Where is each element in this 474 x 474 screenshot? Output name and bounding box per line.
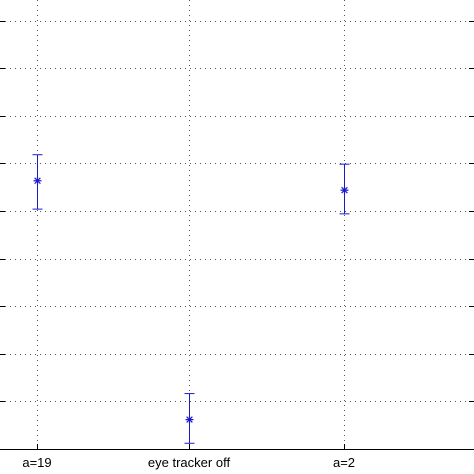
data-point <box>340 186 349 195</box>
asterisk-marker-stroke <box>34 177 41 185</box>
asterisk-marker-stroke <box>341 186 348 194</box>
x-tick-label: eye tracker off <box>148 455 231 470</box>
data-marks <box>32 154 350 444</box>
axes <box>0 21 474 450</box>
asterisk-marker-stroke <box>186 416 193 423</box>
x-tick-labels: a=19 eye tracker off a=2 <box>22 455 355 470</box>
data-point <box>33 176 42 185</box>
x-tick-label: a=2 <box>333 455 355 470</box>
grid <box>0 0 474 449</box>
data-point <box>185 415 194 424</box>
x-tick-label: a=19 <box>22 455 51 470</box>
